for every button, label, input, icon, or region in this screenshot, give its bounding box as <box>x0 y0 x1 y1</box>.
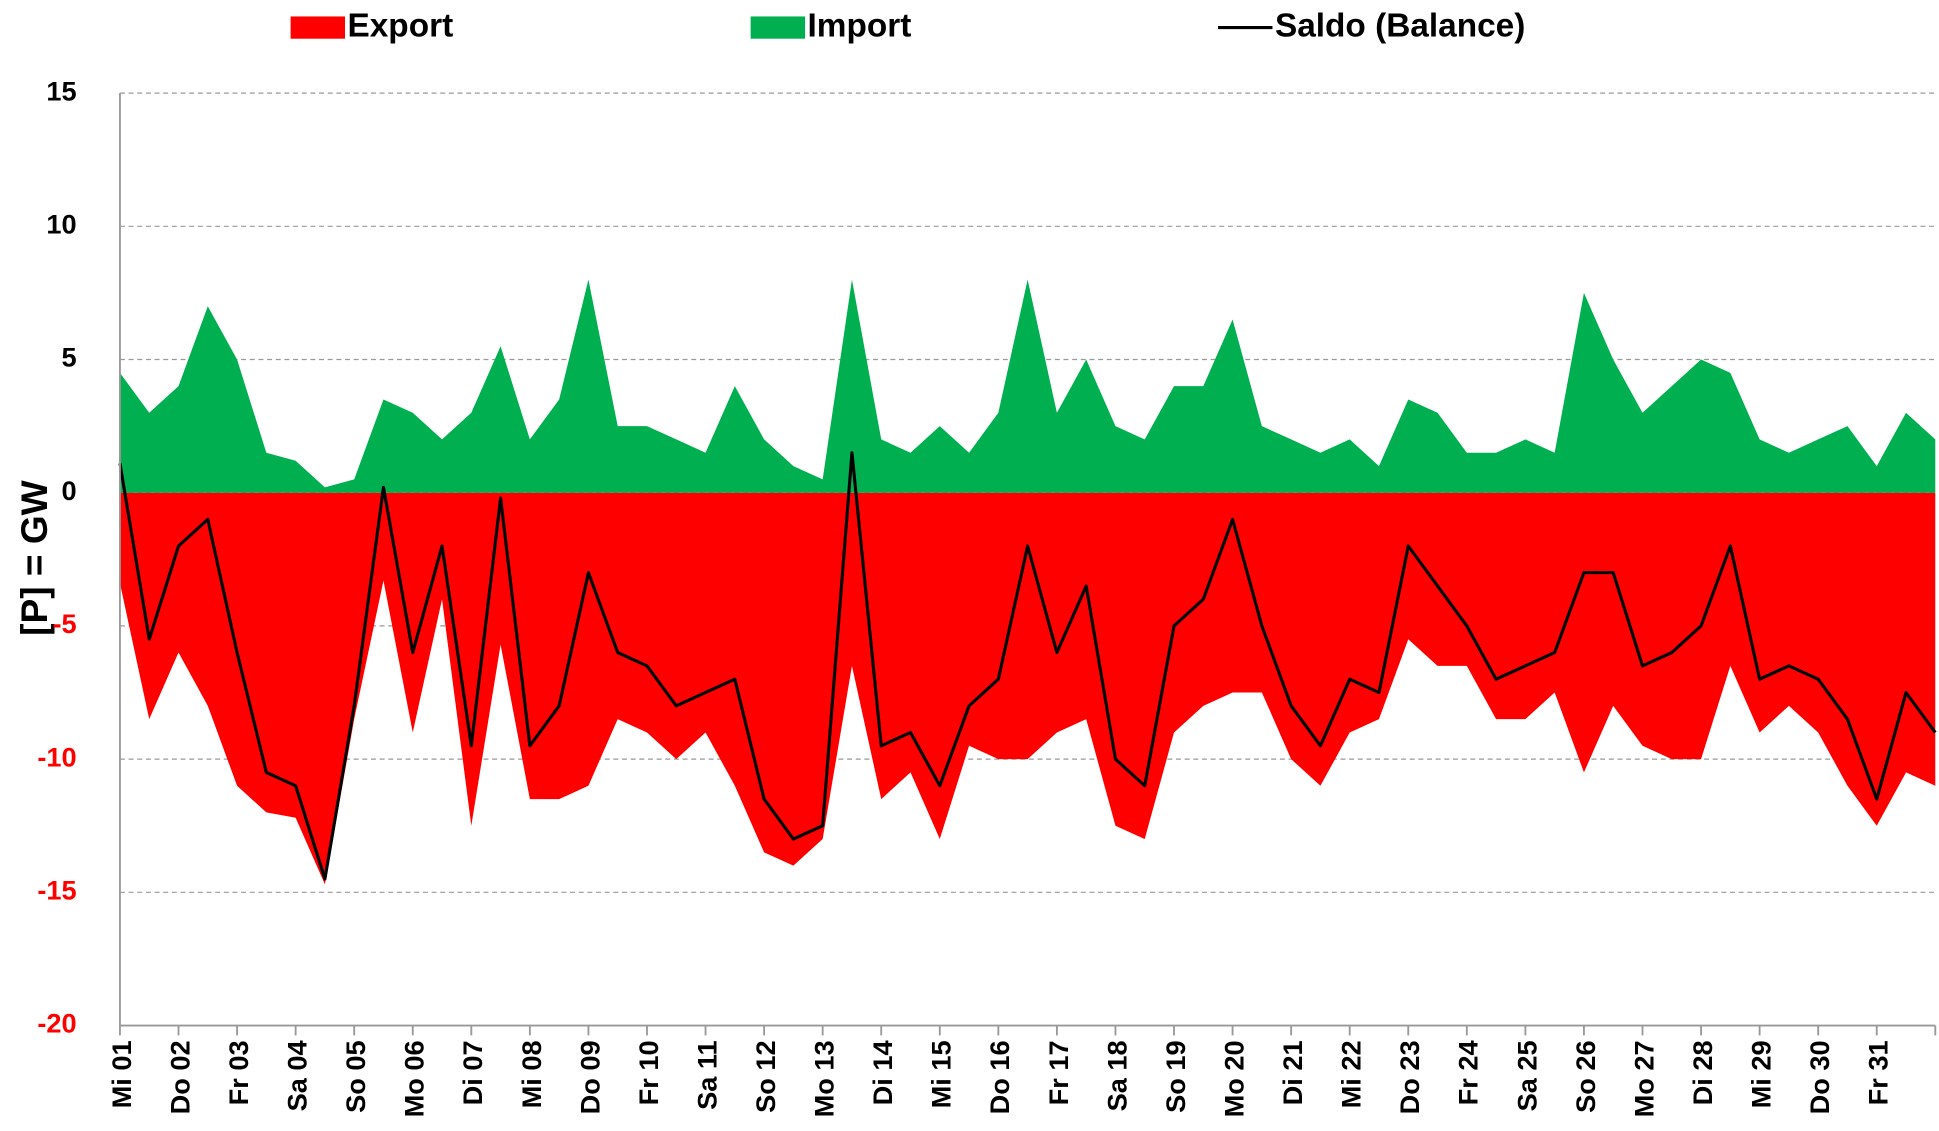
legend-label: Saldo (Balance) <box>1275 7 1525 44</box>
line <box>118 451 1937 881</box>
legend-swatch <box>750 16 806 39</box>
x-tick-label: Mi 08 <box>516 1040 547 1108</box>
x-tick-label: Mo 06 <box>399 1040 430 1117</box>
x-tick-label: Mo 13 <box>809 1040 840 1117</box>
y-tick-label: 10 <box>46 209 76 240</box>
x-tick-label: Di 14 <box>867 1040 898 1105</box>
x-tick-label: So 26 <box>1570 1040 1601 1113</box>
legend-swatch <box>290 16 346 39</box>
x-tick-label: Mi 01 <box>106 1040 137 1108</box>
x-tick-label: Di 28 <box>1687 1040 1718 1105</box>
x-tick-label: Fr 03 <box>223 1040 254 1105</box>
x-tick-label: Do 09 <box>574 1040 605 1114</box>
x-tick-label: Mi 15 <box>926 1040 957 1108</box>
x-tick-label: Fr 10 <box>633 1040 664 1105</box>
x-tick-label: Mi 29 <box>1746 1040 1777 1108</box>
x-tick-label: Fr 24 <box>1453 1040 1484 1105</box>
x-tick-label: Di 07 <box>457 1040 488 1105</box>
x-tick-label: So 05 <box>340 1040 371 1113</box>
x-tick-label: Mo 20 <box>1218 1040 1249 1117</box>
x-tick-label: Fr 17 <box>1043 1040 1074 1105</box>
area <box>119 492 1936 885</box>
y-tick-label: 5 <box>62 342 77 373</box>
x-tick-label: Di 21 <box>1277 1040 1308 1105</box>
x-tick-label: So 19 <box>1160 1040 1191 1113</box>
x-tick-label: Fr 31 <box>1863 1040 1894 1105</box>
y-tick-label: 15 <box>46 75 76 106</box>
legend-label: Import <box>808 7 912 44</box>
x-tick-label: Sa 04 <box>282 1040 313 1111</box>
y-tick-label: 0 <box>62 475 77 506</box>
x-tick-label: Do 02 <box>164 1040 195 1114</box>
x-tick-label: Sa 11 <box>691 1040 722 1110</box>
x-tick-label: Do 30 <box>1804 1040 1835 1114</box>
x-tick-label: Do 16 <box>984 1040 1015 1114</box>
area <box>119 279 1936 493</box>
x-tick-label: Mi 22 <box>1336 1040 1367 1108</box>
y-tick-label: -10 <box>37 741 76 772</box>
x-tick-label: Sa 25 <box>1511 1040 1542 1111</box>
y-tick-label: -20 <box>37 1008 76 1039</box>
x-tick-label: So 12 <box>750 1040 781 1113</box>
y-axis-label: [P] = GW <box>13 480 55 636</box>
y-tick-label: -15 <box>37 875 76 906</box>
x-tick-label: Sa 18 <box>1101 1040 1132 1111</box>
y-tick-label: -5 <box>52 608 76 639</box>
x-tick-label: Do 23 <box>1394 1040 1425 1114</box>
legend-label: Export <box>347 7 453 44</box>
x-tick-label: Mo 27 <box>1628 1040 1659 1117</box>
